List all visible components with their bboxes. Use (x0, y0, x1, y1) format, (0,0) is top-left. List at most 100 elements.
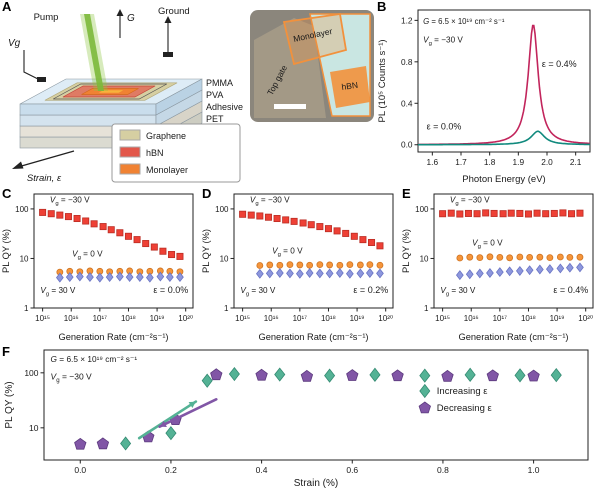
svg-text:Vg = −30 V: Vg = −30 V (423, 36, 463, 48)
svg-text:10²⁰: 10²⁰ (578, 314, 593, 323)
series-0 (439, 209, 584, 218)
svg-text:1: 1 (424, 304, 429, 313)
svg-text:10¹⁸: 10¹⁸ (521, 314, 536, 323)
micrograph-monolayer-region (282, 12, 348, 66)
svg-text:Generation Rate (cm⁻²s⁻¹): Generation Rate (cm⁻²s⁻¹) (458, 332, 568, 342)
svg-text:0.0: 0.0 (401, 140, 413, 150)
svg-text:Decreasing ε: Decreasing ε (437, 403, 493, 414)
annotations: G = 6.5 × 10¹⁹ cm⁻² s⁻¹ Vg = −30 V ε = 0.4… (423, 17, 576, 131)
svg-text:Vg = 0 V: Vg = 0 V (272, 246, 303, 258)
annotations: Vg = −30 V Vg = 0 V Vg = 30 V ε = 0.4% (440, 196, 588, 298)
legend-swatch-hbn (119, 146, 141, 158)
annotations: Vg = −30 V Vg = 0 V Vg = 30 V ε = 0.2% (240, 196, 388, 298)
svg-text:PL QY (%): PL QY (%) (1, 229, 11, 273)
series-0 (239, 210, 384, 250)
svg-text:10¹⁹: 10¹⁹ (550, 314, 565, 323)
legend-label-hbn: hBN (146, 148, 164, 158)
axes: 10¹⁵ 10¹⁶ 10¹⁷ 10¹⁸ 10¹⁹ 10²⁰ 1 10 100 Generation… (201, 193, 394, 342)
panel-d-plqy-chart: 10¹⁵ 10¹⁶ 10¹⁷ 10¹⁸ 10¹⁹ 10²⁰ 1 10 100 Generation… (201, 193, 394, 342)
svg-text:Vg = 30 V: Vg = 30 V (440, 286, 475, 298)
svg-text:100: 100 (24, 368, 38, 378)
svg-text:PL (10⁵ Counts s⁻¹): PL (10⁵ Counts s⁻¹) (377, 39, 388, 122)
svg-text:1.8: 1.8 (484, 157, 496, 167)
panel-label-a: A (2, 0, 12, 14)
axes: 1.6 1.7 1.8 1.9 2.0 2.1 0.0 0.4 0.8 1.2 Photon Ene… (377, 9, 591, 185)
svg-text:10: 10 (20, 254, 29, 263)
svg-text:0.2: 0.2 (165, 465, 177, 475)
strain-label: Strain, ε (27, 173, 62, 184)
svg-text:10: 10 (220, 254, 229, 263)
annotations: G = 6.5 × 10¹⁹ cm⁻² s⁻¹ Vg = −30 V (51, 354, 138, 384)
stack-features (44, 82, 178, 101)
layer-label-pet: PET (206, 114, 224, 124)
hysteresis-arrow (137, 400, 198, 440)
svg-text:Generation Rate (cm⁻²s⁻¹): Generation Rate (cm⁻²s⁻¹) (58, 332, 168, 342)
layer-label-pmma: PMMA (206, 78, 233, 88)
gate-contact-pad (37, 77, 46, 82)
svg-text:ε = 0.2%: ε = 0.2% (353, 285, 388, 295)
chart-legend: Increasing ε Decreasing ε (418, 383, 493, 414)
svg-text:10¹⁶: 10¹⁶ (64, 314, 79, 323)
svg-text:1.7: 1.7 (455, 157, 467, 167)
svg-text:0.8: 0.8 (401, 57, 413, 67)
svg-text:ε = 0.0%: ε = 0.0% (153, 285, 188, 295)
svg-text:100: 100 (215, 205, 229, 214)
panel-f-plqy-vs-strain-chart: 0.0 0.2 0.4 0.6 0.8 1.0 10 100 Strain (%) PL QY (… (4, 349, 589, 489)
svg-text:1: 1 (224, 304, 229, 313)
materials-legend: Graphene hBN Monolayer (111, 123, 241, 183)
axes: 10¹⁵ 10¹⁶ 10¹⁷ 10¹⁸ 10¹⁹ 10²⁰ 1 10 100 Generation… (1, 193, 194, 342)
svg-text:2.0: 2.0 (541, 157, 553, 167)
panel-b-pl-spectrum-chart: 1.6 1.7 1.8 1.9 2.0 2.1 0.0 0.4 0.8 1.2 Photon Ene… (377, 9, 591, 185)
svg-text:0.6: 0.6 (346, 465, 358, 475)
svg-text:G = 6.5 × 10¹⁹ cm⁻² s⁻¹: G = 6.5 × 10¹⁹ cm⁻² s⁻¹ (423, 17, 505, 26)
svg-text:10¹⁹: 10¹⁹ (150, 314, 165, 323)
series-0 (39, 208, 184, 260)
pump-beam (80, 14, 108, 91)
svg-text:1: 1 (24, 304, 29, 313)
panel-label-e: E (402, 186, 411, 201)
svg-text:1.0: 1.0 (528, 465, 540, 475)
annotations: Vg = −30 V Vg = 0 V Vg = 30 V ε = 0.0% (40, 196, 188, 298)
svg-text:PL QY (%): PL QY (%) (4, 381, 15, 428)
series-2 (55, 271, 184, 283)
svg-text:1.6: 1.6 (427, 157, 439, 167)
series-1 (418, 130, 590, 146)
layer-label-adhesive: Adhesive (206, 102, 243, 112)
legend-label-monolayer: Monolayer (146, 165, 188, 175)
svg-text:10: 10 (29, 423, 39, 433)
legend-swatch-monolayer (119, 163, 141, 175)
svg-text:10²⁰: 10²⁰ (178, 314, 193, 323)
pump-label: Pump (34, 12, 59, 23)
svg-text:Strain (%): Strain (%) (294, 478, 338, 489)
svg-text:0.4: 0.4 (256, 465, 268, 475)
panel-label-d: D (202, 186, 212, 201)
electrode-arrows (23, 9, 173, 82)
svg-text:Vg = −30 V: Vg = −30 V (51, 372, 93, 385)
svg-text:10¹⁶: 10¹⁶ (264, 314, 279, 323)
svg-text:10¹⁷: 10¹⁷ (93, 314, 108, 323)
svg-text:G = 6.5 × 10¹⁹ cm⁻² s⁻¹: G = 6.5 × 10¹⁹ cm⁻² s⁻¹ (51, 354, 138, 364)
svg-text:10¹⁸: 10¹⁸ (121, 314, 136, 323)
ground-label: Ground (158, 6, 190, 17)
svg-text:Vg = 0 V: Vg = 0 V (72, 250, 103, 262)
gate-wire (23, 50, 41, 81)
panel-c-plqy-chart: 10¹⁵ 10¹⁶ 10¹⁷ 10¹⁸ 10¹⁹ 10²⁰ 1 10 100 Generation… (1, 193, 194, 342)
panel-label-f: F (2, 344, 10, 359)
top-gate-region (98, 90, 124, 93)
svg-text:2.1: 2.1 (570, 157, 582, 167)
panel-label-b: B (377, 0, 387, 14)
svg-text:10¹⁷: 10¹⁷ (493, 314, 508, 323)
svg-text:100: 100 (415, 205, 429, 214)
svg-text:0.8: 0.8 (437, 465, 449, 475)
series-2 (455, 262, 584, 281)
svg-text:10¹⁹: 10¹⁹ (350, 314, 365, 323)
panel-label-c: C (2, 186, 12, 201)
svg-text:10¹⁶: 10¹⁶ (464, 314, 479, 323)
svg-text:0.4: 0.4 (401, 98, 413, 108)
svg-text:1.2: 1.2 (401, 15, 413, 25)
svg-text:ε = 0.4%: ε = 0.4% (542, 59, 577, 69)
panel-e-plqy-chart: 10¹⁵ 10¹⁶ 10¹⁷ 10¹⁸ 10¹⁹ 10²⁰ 1 10 100 Generation… (401, 193, 594, 342)
svg-text:PL QY (%): PL QY (%) (201, 229, 211, 273)
svg-text:10: 10 (420, 254, 429, 263)
